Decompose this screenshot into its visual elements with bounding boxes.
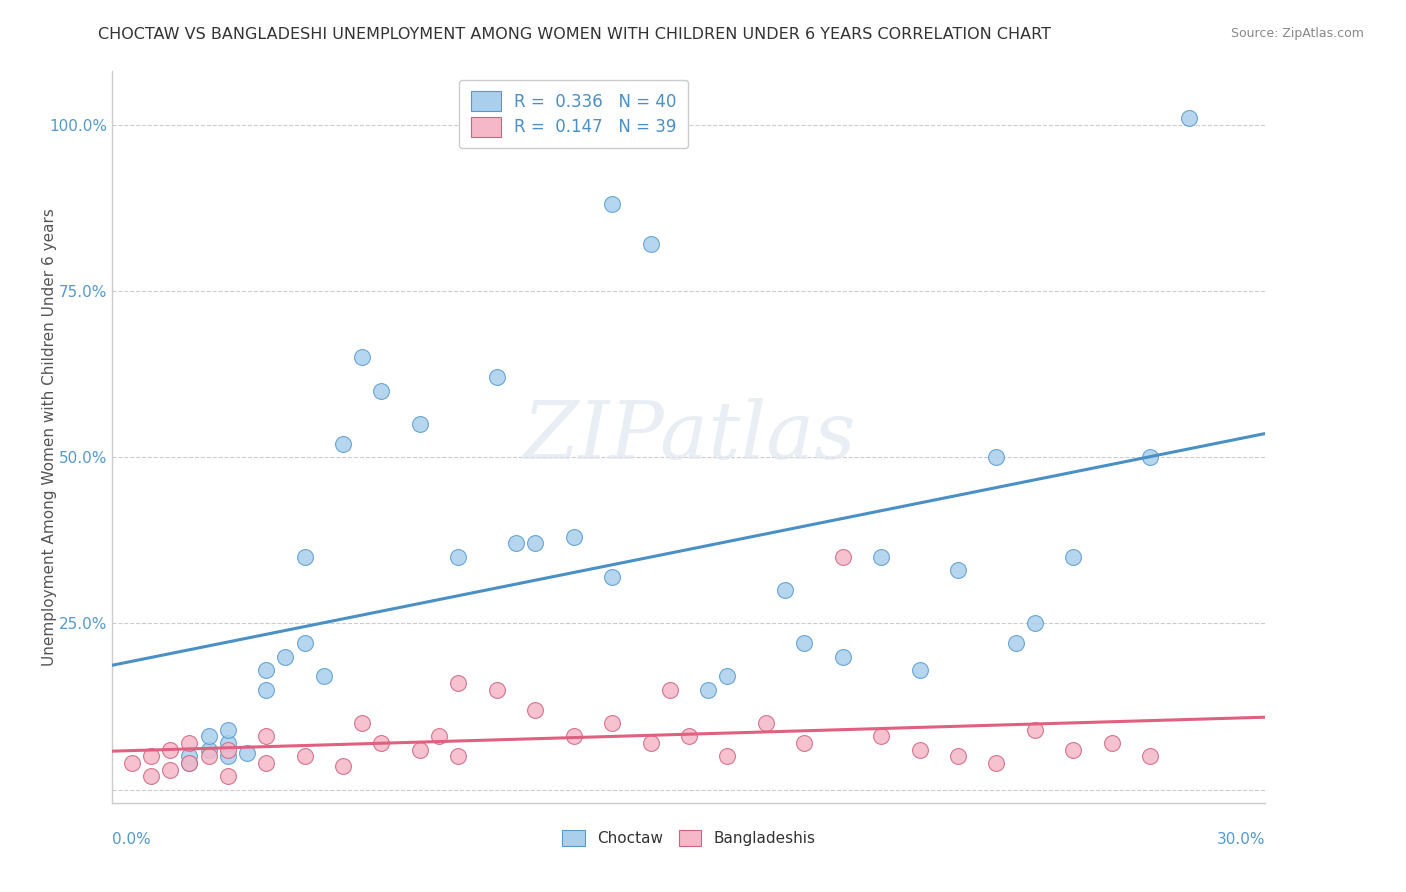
Point — [640, 237, 662, 252]
Text: Source: ZipAtlas.com: Source: ZipAtlas.com — [1230, 27, 1364, 40]
Point — [562, 729, 585, 743]
Text: CHOCTAW VS BANGLADESHI UNEMPLOYMENT AMONG WOMEN WITH CHILDREN UNDER 6 YEARS CORR: CHOCTAW VS BANGLADESHI UNEMPLOYMENT AMON… — [98, 27, 1052, 42]
Point — [312, 669, 335, 683]
Point — [217, 769, 239, 783]
Point — [485, 682, 508, 697]
Point — [485, 370, 508, 384]
Point — [217, 736, 239, 750]
Point — [294, 749, 316, 764]
Point — [217, 742, 239, 756]
Point — [697, 682, 720, 697]
Text: ZIPatlas: ZIPatlas — [522, 399, 856, 475]
Point — [121, 756, 143, 770]
Point — [831, 549, 853, 564]
Point — [139, 769, 162, 783]
Point — [447, 676, 470, 690]
Point — [159, 763, 181, 777]
Point — [678, 729, 700, 743]
Point — [793, 736, 815, 750]
Point — [197, 749, 219, 764]
Point — [217, 749, 239, 764]
Point — [236, 746, 259, 760]
Point — [179, 756, 201, 770]
Point — [986, 756, 1008, 770]
Point — [946, 749, 969, 764]
Point — [755, 716, 778, 731]
Point — [831, 649, 853, 664]
Point — [1004, 636, 1026, 650]
Point — [600, 716, 623, 731]
Point — [1024, 616, 1046, 631]
Point — [447, 749, 470, 764]
Point — [294, 549, 316, 564]
Point — [1139, 749, 1161, 764]
Point — [773, 582, 796, 597]
Point — [908, 663, 931, 677]
Point — [159, 742, 181, 756]
Point — [1062, 549, 1084, 564]
Point — [370, 736, 392, 750]
Point — [505, 536, 527, 550]
Point — [352, 716, 374, 731]
Point — [139, 749, 162, 764]
Point — [908, 742, 931, 756]
Point — [447, 549, 470, 564]
Point — [197, 742, 219, 756]
Text: 0.0%: 0.0% — [112, 832, 152, 847]
Point — [274, 649, 297, 664]
Point — [562, 530, 585, 544]
Point — [409, 742, 432, 756]
Point — [179, 736, 201, 750]
Point — [294, 636, 316, 650]
Point — [332, 436, 354, 450]
Point — [600, 197, 623, 211]
Point — [179, 756, 201, 770]
Point — [332, 759, 354, 773]
Point — [1062, 742, 1084, 756]
Point — [254, 663, 277, 677]
Point — [600, 570, 623, 584]
Point — [197, 729, 219, 743]
Point — [352, 351, 374, 365]
Point — [524, 536, 547, 550]
Point — [658, 682, 681, 697]
Point — [946, 563, 969, 577]
Point — [1024, 723, 1046, 737]
Point — [870, 729, 893, 743]
Point — [1101, 736, 1123, 750]
Text: 30.0%: 30.0% — [1218, 832, 1265, 847]
Point — [179, 749, 201, 764]
Point — [254, 756, 277, 770]
Point — [793, 636, 815, 650]
Point — [640, 736, 662, 750]
Point — [870, 549, 893, 564]
Point — [524, 703, 547, 717]
Point — [1139, 450, 1161, 464]
Point — [716, 749, 738, 764]
Point — [1177, 111, 1199, 125]
Point — [254, 729, 277, 743]
Point — [427, 729, 450, 743]
Text: Unemployment Among Women with Children Under 6 years: Unemployment Among Women with Children U… — [42, 208, 56, 666]
Point — [409, 417, 432, 431]
Point — [716, 669, 738, 683]
Point — [986, 450, 1008, 464]
Legend: Choctaw, Bangladeshis: Choctaw, Bangladeshis — [554, 822, 824, 854]
Point — [254, 682, 277, 697]
Point — [217, 723, 239, 737]
Point — [370, 384, 392, 398]
